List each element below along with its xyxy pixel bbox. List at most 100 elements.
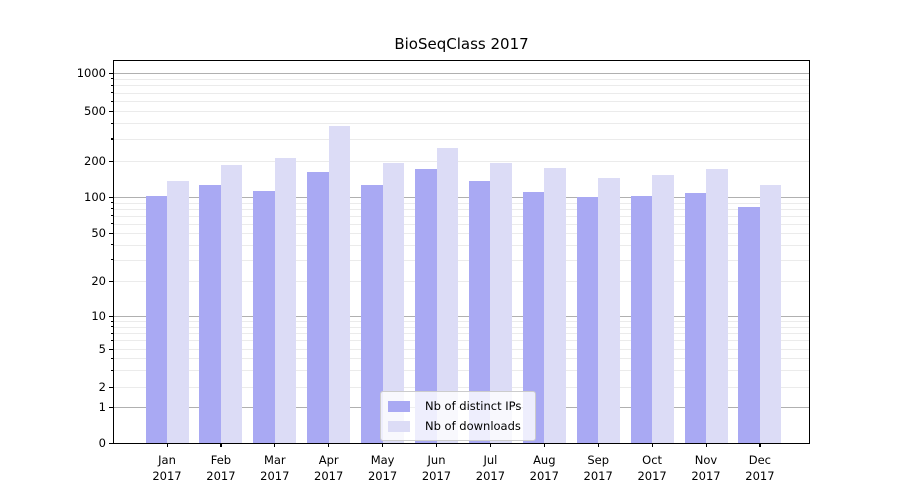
x-tick-label-jun: Jun 2017 (421, 453, 452, 483)
y-minor-tick-700 (111, 92, 114, 94)
legend-row-distinct-ips: Nb of distinct IPs (388, 398, 521, 414)
chart-title: BioSeqClass 2017 (394, 35, 529, 53)
gridline-5 (114, 349, 809, 350)
legend-row-downloads: Nb of downloads (388, 418, 521, 434)
gridline-9 (114, 321, 809, 322)
gridline-20 (114, 281, 809, 282)
y-minor-tick-400 (111, 122, 114, 124)
x-tick-label-jul: Jul 2017 (475, 453, 506, 483)
legend-swatch-distinct-ips (388, 400, 410, 412)
gridline-3 (114, 370, 809, 372)
x-tick-label-apr: Apr 2017 (314, 453, 344, 483)
x-tick-label-may: May 2017 (367, 453, 398, 483)
x-tick-mar (274, 443, 276, 447)
x-tick-label-mar: Mar 2017 (260, 453, 290, 483)
gridline-30 (114, 259, 809, 261)
y-minor-tick-60 (111, 223, 114, 225)
y-tick-label-5: 5 (98, 342, 106, 356)
gridline-300 (114, 138, 809, 140)
plot-area: Nb of distinct IPs Nb of downloads (109, 60, 810, 447)
gridline-60 (114, 223, 809, 225)
x-tick-label-jan: Jan 2017 (152, 453, 182, 483)
y-tick-label-1: 1 (98, 400, 106, 414)
gridline-700 (114, 92, 809, 94)
y-tick-20 (109, 280, 114, 282)
gridline-10 (114, 316, 809, 317)
legend-label-distinct-ips: Nb of distinct IPs (425, 399, 522, 413)
gridline-7 (114, 333, 809, 334)
gridline-1000 (114, 73, 809, 74)
gridline-100 (114, 197, 809, 198)
x-tick-label-nov: Nov 2017 (691, 453, 721, 483)
legend-label-downloads: Nb of downloads (425, 419, 521, 433)
gridline-2 (114, 387, 809, 388)
bar-downloads-sep (598, 177, 620, 443)
y-minor-tick-600 (111, 100, 114, 102)
x-tick-nov (705, 443, 707, 447)
y-tick-label-20: 20 (91, 274, 106, 288)
bar-downloads-may (382, 163, 405, 443)
y-tick-label-500: 500 (84, 104, 106, 118)
x-tick-jul (489, 443, 492, 447)
y-minor-tick-900 (111, 78, 114, 80)
y-tick-1000 (109, 72, 114, 74)
gridline-500 (114, 111, 809, 112)
gridline-600 (114, 101, 809, 102)
y-tick-2 (109, 386, 114, 388)
y-tick-label-200: 200 (84, 154, 106, 168)
y-minor-tick-8 (111, 326, 114, 328)
gridline-900 (114, 78, 809, 80)
bar-downloads-jun (436, 148, 458, 443)
bar-distinct-ips-apr (307, 171, 329, 443)
x-tick-aug (543, 443, 545, 447)
y-minor-tick-3 (111, 369, 114, 371)
bar-distinct-ips-mar (253, 191, 275, 443)
x-tick-apr (328, 443, 330, 447)
y-tick-5 (109, 348, 114, 350)
y-tick-50 (109, 232, 114, 234)
gridline-200 (114, 161, 809, 162)
y-tick-label-2: 2 (98, 380, 106, 394)
x-tick-label-feb: Feb 2017 (206, 453, 236, 483)
y-minor-tick-6 (111, 339, 114, 341)
gridline-800 (114, 85, 809, 87)
x-tick-feb (220, 443, 222, 447)
bar-downloads-oct (652, 174, 674, 443)
x-tick-label-oct: Oct 2017 (637, 453, 667, 483)
y-minor-tick-800 (111, 84, 114, 86)
bar-distinct-ips-jul (468, 181, 491, 443)
bar-distinct-ips-aug (522, 192, 545, 443)
bar-distinct-ips-jun (415, 169, 437, 443)
y-minor-tick-70 (111, 215, 114, 217)
y-tick-label-100: 100 (84, 190, 106, 204)
y-tick-label-1000: 1000 (76, 66, 106, 80)
legend: Nb of distinct IPs Nb of downloads (380, 391, 537, 441)
bar-distinct-ips-sep (576, 197, 599, 443)
y-tick-10 (109, 315, 114, 317)
bar-distinct-ips-feb (199, 185, 221, 443)
bar-downloads-aug (544, 167, 566, 443)
y-tick-500 (109, 110, 114, 112)
bar-downloads-mar (274, 158, 297, 443)
y-minor-tick-40 (111, 244, 114, 246)
y-minor-tick-7 (111, 332, 114, 334)
bar-distinct-ips-oct (630, 196, 653, 443)
y-tick-0 (109, 442, 114, 444)
x-tick-may (382, 443, 384, 447)
y-tick-1 (109, 406, 114, 408)
gridline-70 (114, 215, 809, 217)
gridline-400 (114, 123, 809, 125)
bar-distinct-ips-may (361, 184, 383, 443)
y-tick-label-50: 50 (91, 226, 106, 240)
bar-distinct-ips-jan (145, 196, 167, 443)
x-tick-jun (436, 443, 438, 447)
bar-downloads-jul (490, 163, 512, 443)
gridline-6 (114, 340, 809, 342)
bar-downloads-apr (328, 126, 351, 443)
y-minor-tick-300 (111, 138, 114, 140)
y-minor-tick-9 (111, 320, 114, 322)
x-tick-dec (759, 443, 761, 447)
gridline-8 (114, 326, 809, 328)
x-tick-label-aug: Aug 2017 (529, 453, 559, 483)
